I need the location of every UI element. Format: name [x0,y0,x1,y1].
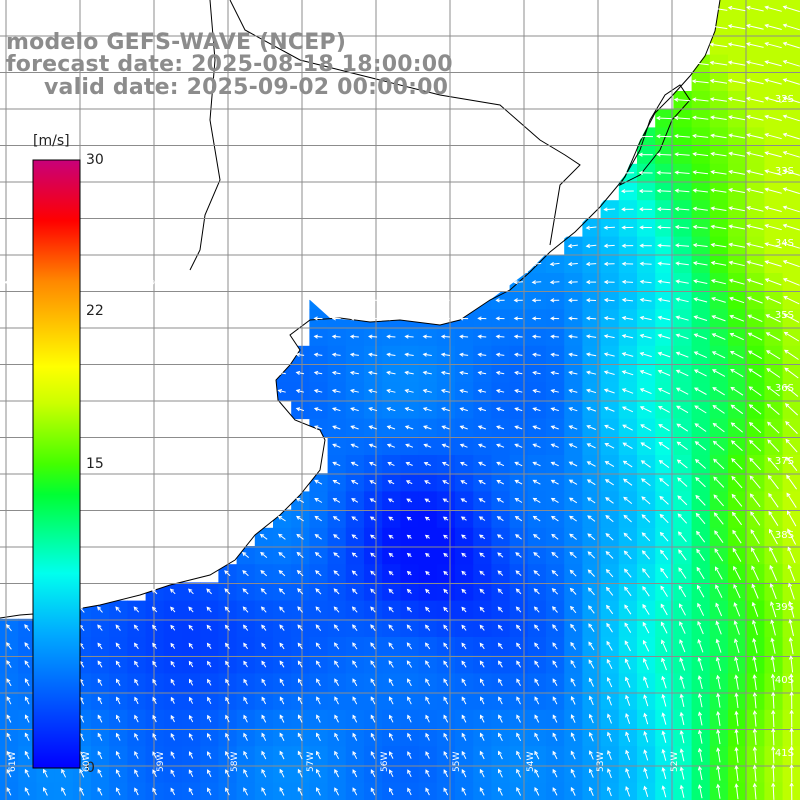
lat-label: 40S [775,675,794,686]
lat-label: 39S [775,602,794,613]
colorbar [33,160,80,768]
lon-label: 60W [82,752,92,772]
lon-label: 53W [596,752,606,772]
lat-label: 32S [775,94,794,105]
colorbar-tick-label: 15 [86,456,104,472]
lon-label: 58W [230,752,240,772]
lon-label: 59W [156,752,166,772]
lon-label: 55W [452,752,462,772]
colorbar-tick-label: 30 [86,152,104,168]
colorbar-tick-label: 22 [86,303,104,319]
lat-label: 33S [775,166,794,177]
colorbar-bar [33,160,80,768]
title-valid-date: valid date: 2025-09-02 00:00:00 [44,75,448,100]
lat-label: 38S [775,530,794,541]
lon-label: 54W [526,752,536,772]
lat-label: 37S [775,456,794,467]
lon-label: 57W [306,752,316,772]
lat-label: 36S [775,383,794,394]
lat-label: 35S [775,310,794,321]
colorbar-unit: [m/s] [33,133,70,149]
lat-label: 41S [775,748,794,759]
title-forecast-date: forecast date: 2025-08-18 18:00:00 [6,52,453,77]
lon-label: 56W [380,752,390,772]
lon-label: 61W [8,752,18,772]
lon-label: 52W [670,752,680,772]
lat-label: 34S [775,238,794,249]
